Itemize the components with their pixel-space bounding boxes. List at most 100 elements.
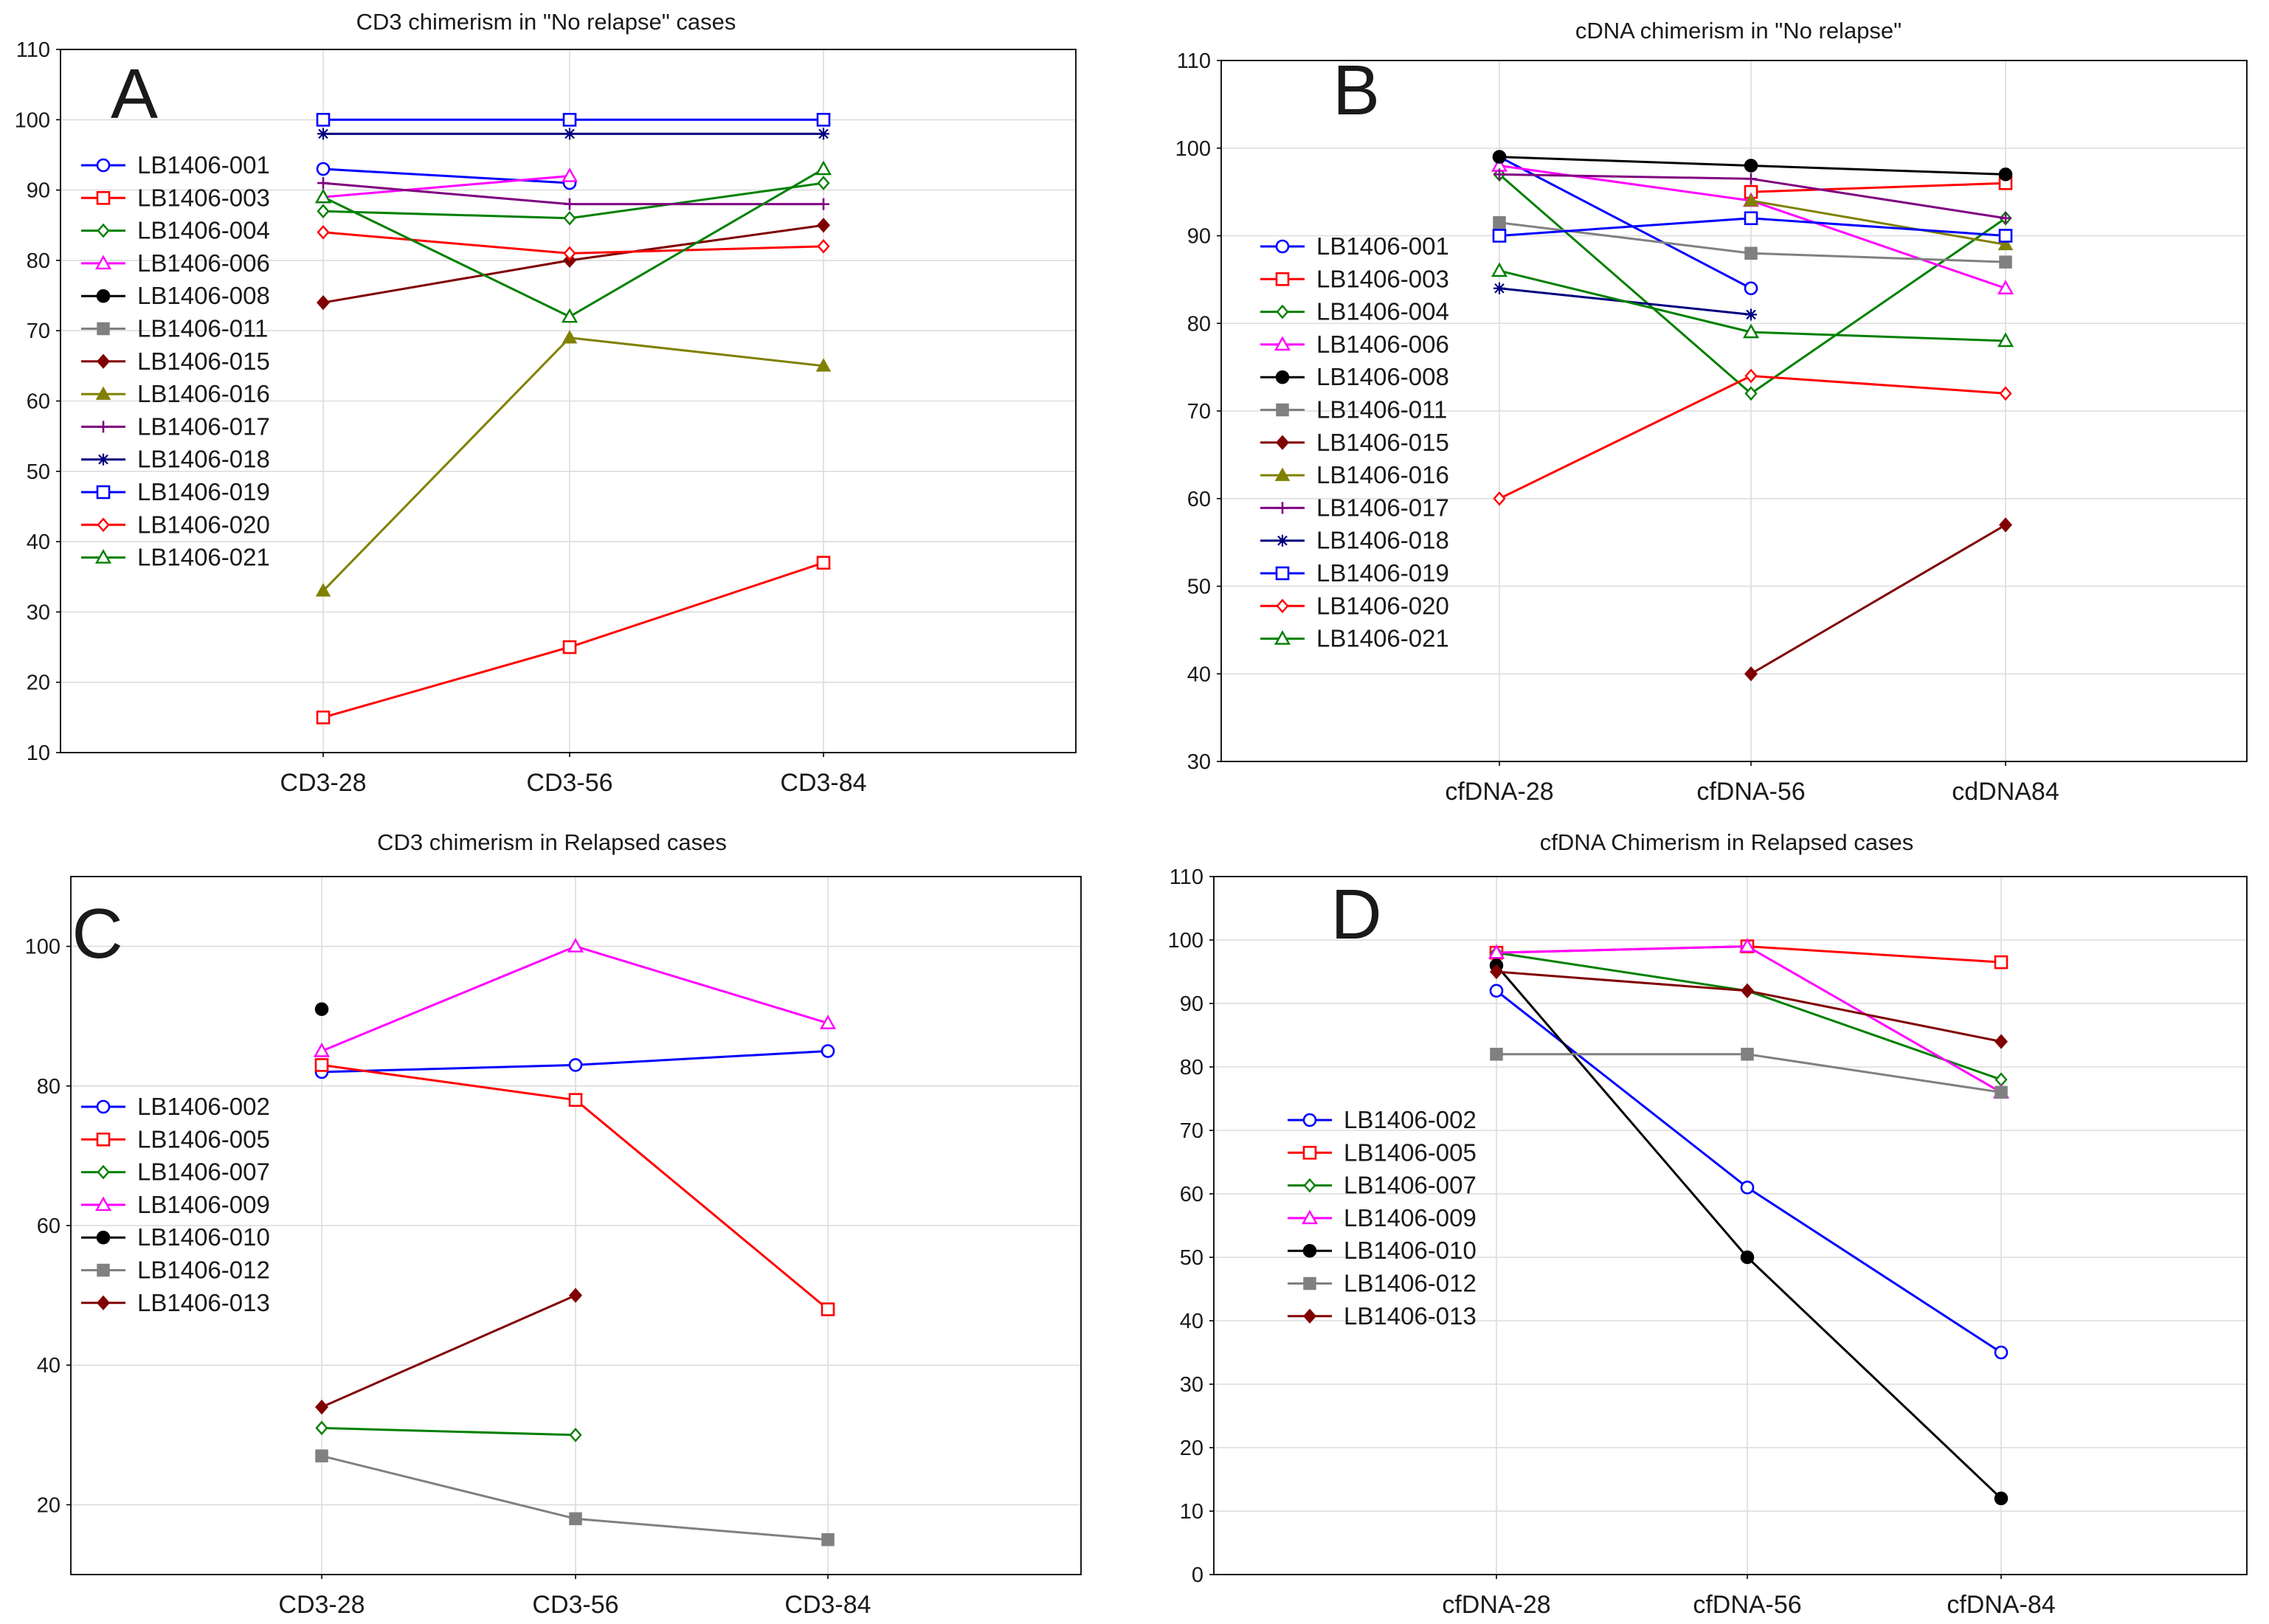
panel-a-xtick-label: CD3-28 — [280, 769, 366, 797]
series-line-segment — [1747, 945, 2002, 1093]
series-line-segment — [1499, 269, 1752, 334]
legend-marker — [94, 255, 112, 270]
data-point — [1998, 517, 2013, 533]
legend-marker — [96, 190, 111, 205]
legend-marker — [96, 1099, 111, 1114]
panel-c-ytick-label: 40 — [37, 1354, 61, 1378]
panel-a-ytick-label: 20 — [27, 671, 50, 695]
panel-d-ytick-label: 100 — [1168, 929, 1203, 953]
series-LB1406-016 — [1743, 193, 2014, 251]
panel-b-ytick-label: 80 — [1187, 312, 1211, 336]
legend-label: LB1406-010 — [137, 1223, 270, 1251]
legend-label: LB1406-011 — [1316, 396, 1447, 424]
data-point — [818, 128, 829, 140]
panel-c-letter: C — [72, 894, 122, 973]
panel-b-ytick-label: 40 — [1187, 663, 1211, 686]
data-point — [317, 177, 329, 190]
series-LB1406-019 — [1492, 211, 2013, 243]
legend-label: LB1406-016 — [1316, 461, 1449, 488]
legend-marker — [97, 1263, 110, 1277]
panel-c-ytick-label: 60 — [37, 1214, 61, 1238]
series-LB1406-011 — [1493, 215, 2012, 269]
series-line-segment — [1750, 165, 2006, 176]
series-LB1406-004 — [1493, 167, 2012, 401]
data-point — [316, 294, 331, 311]
series-line-segment — [569, 245, 824, 255]
panel-a-ytick-label: 50 — [27, 460, 50, 484]
panel-b-ytick-label: 30 — [1187, 750, 1211, 774]
panel-b: cDNA chimerism in "No relapse" 30 40 50 60 70… — [1175, 18, 2248, 806]
series-LB1406-021 — [1491, 262, 2014, 348]
data-point — [315, 583, 331, 597]
panel-c-ytick-label: 20 — [37, 1493, 61, 1517]
series-line-segment — [575, 1517, 829, 1541]
data-point — [1997, 236, 2014, 251]
series-line-segment — [1747, 1053, 2002, 1093]
legend-label: LB1406-018 — [1316, 527, 1449, 554]
series-line-segment — [575, 945, 829, 1025]
legend-label: LB1406-008 — [1316, 363, 1449, 390]
panel-a-ytick-label: 100 — [15, 108, 50, 132]
series-LB1406-008 — [1492, 150, 2013, 182]
legend-label: LB1406-013 — [1344, 1302, 1477, 1330]
data-point — [1738, 938, 1756, 953]
legend-label: LB1406-021 — [137, 544, 270, 571]
series-LB1406-012 — [1490, 1048, 2008, 1099]
panel-b-title: cDNA chimerism in "No relapse" — [1575, 18, 1902, 44]
data-point — [1997, 332, 2014, 348]
legend-marker — [96, 485, 111, 500]
data-point — [1492, 229, 1507, 243]
legend-marker — [95, 386, 111, 400]
legend-marker — [96, 288, 111, 303]
data-point — [314, 1399, 329, 1415]
series-LB1406-019 — [316, 113, 831, 127]
legend-marker — [96, 1230, 111, 1245]
legend-marker — [94, 549, 112, 564]
series-LB1406-021 — [314, 160, 832, 323]
legend-marker — [94, 1196, 112, 1212]
data-point — [821, 1044, 835, 1058]
series-line-segment — [322, 259, 570, 304]
series-line-segment — [1496, 970, 1748, 992]
legend-label: LB1406-011 — [137, 315, 268, 342]
legend-marker — [97, 421, 109, 433]
panel-d-legend: LB1406-002 LB1406-005 LB1406-007 LB1406-009… — [1288, 1106, 1477, 1330]
legend-marker — [1302, 1243, 1317, 1258]
data-point — [313, 1043, 331, 1057]
panel-c-legend: LB1406-002 LB1406-005 LB1406-007 LB1406-009… — [81, 1093, 270, 1316]
series-LB1406-009 — [313, 938, 837, 1057]
series-LB1406-020 — [317, 224, 830, 261]
data-point — [1744, 666, 1758, 682]
data-point — [816, 113, 831, 127]
data-point — [821, 1533, 835, 1547]
data-point — [568, 1288, 583, 1303]
data-point — [1998, 167, 2013, 182]
series-LB1406-007 — [315, 1420, 582, 1442]
legend-marker — [97, 322, 110, 336]
series-LB1406-004 — [317, 176, 830, 226]
legend-label: LB1406-019 — [1316, 559, 1449, 587]
panel-a-ytick-label: 90 — [27, 179, 50, 203]
panel-d-ytick-label: 30 — [1180, 1373, 1203, 1397]
panel-d-frame — [1213, 876, 2248, 1575]
series-line-segment — [322, 175, 570, 198]
data-point — [1994, 955, 2009, 970]
legend-marker — [96, 1295, 111, 1310]
legend-label: LB1406-013 — [137, 1289, 270, 1316]
panel-d-ytick-label: 10 — [1180, 1500, 1203, 1524]
series-LB1406-005 — [314, 1058, 835, 1316]
series-LB1406-013 — [314, 1288, 583, 1415]
panel-a-letter: A — [111, 55, 158, 134]
series-line-segment — [1499, 173, 1752, 395]
series-line-segment — [1750, 252, 2006, 263]
data-point — [1744, 368, 1758, 384]
panel-c-title: CD3 chimerism in Relapsed cases — [377, 829, 727, 855]
data-point — [314, 188, 332, 204]
series-line-segment — [1499, 156, 1752, 290]
panel-d-ytick-label: 90 — [1180, 992, 1203, 1016]
series-line-segment — [569, 167, 824, 318]
data-point — [821, 1302, 835, 1316]
data-point — [816, 218, 831, 233]
series-line-segment — [1499, 173, 1752, 180]
legend-marker — [1277, 502, 1288, 514]
